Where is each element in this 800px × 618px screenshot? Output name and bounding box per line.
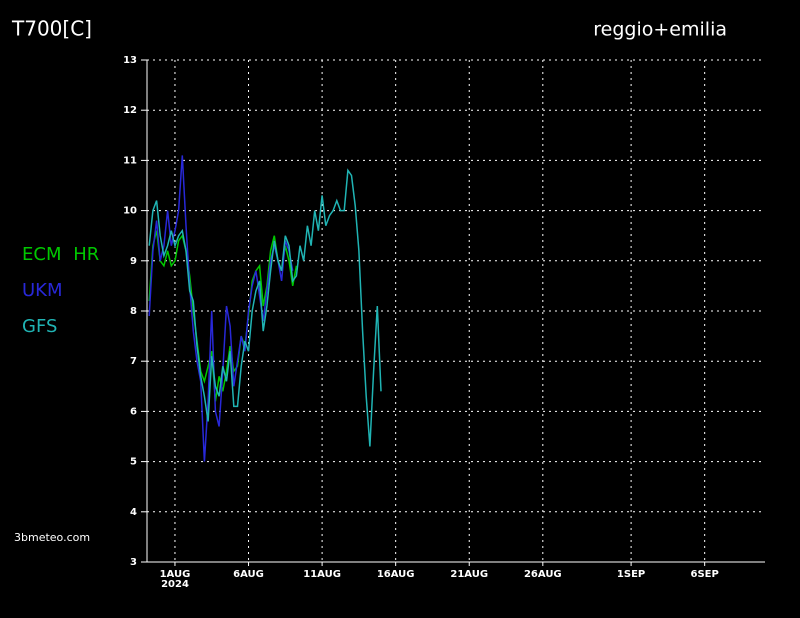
x-tick-label: 1AUG: [160, 569, 191, 580]
x-tick-label: 6SEP: [691, 569, 719, 580]
y-tick-label: 11: [123, 155, 137, 166]
y-tick-label: 7: [130, 356, 137, 367]
y-tick-label: 6: [130, 406, 137, 417]
y-tick-label: 13: [123, 55, 137, 66]
y-tick-label: 12: [123, 105, 137, 116]
legend-label: ECM HR: [22, 244, 99, 265]
source: 3bmeteo.com: [14, 531, 90, 544]
y-tick-label: 5: [130, 457, 137, 468]
x-tick-label: 16AUG: [377, 569, 415, 580]
x-tick-label: 1SEP: [617, 569, 645, 580]
y-tick-label: 10: [123, 206, 137, 217]
series-line: [148, 155, 294, 462]
x-tick-label: 21AUG: [450, 569, 488, 580]
y-tick-label: 3: [130, 557, 137, 568]
legend-label: UKM: [22, 280, 63, 301]
chart-title: T700[C]: [11, 17, 92, 41]
x-sublabel: 2024: [161, 579, 189, 590]
series-line: [148, 168, 382, 447]
x-tick-label: 26AUG: [524, 569, 562, 580]
x-tick-label: 6AUG: [233, 569, 264, 580]
y-tick-label: 4: [130, 507, 137, 518]
y-tick-label: 8: [130, 306, 137, 317]
x-tick-label: 11AUG: [303, 569, 341, 580]
series-line: [148, 230, 298, 402]
chart-subtitle: reggio+emilia: [593, 19, 727, 41]
legend-label: GFS: [22, 316, 57, 337]
y-tick-label: 9: [130, 256, 137, 267]
